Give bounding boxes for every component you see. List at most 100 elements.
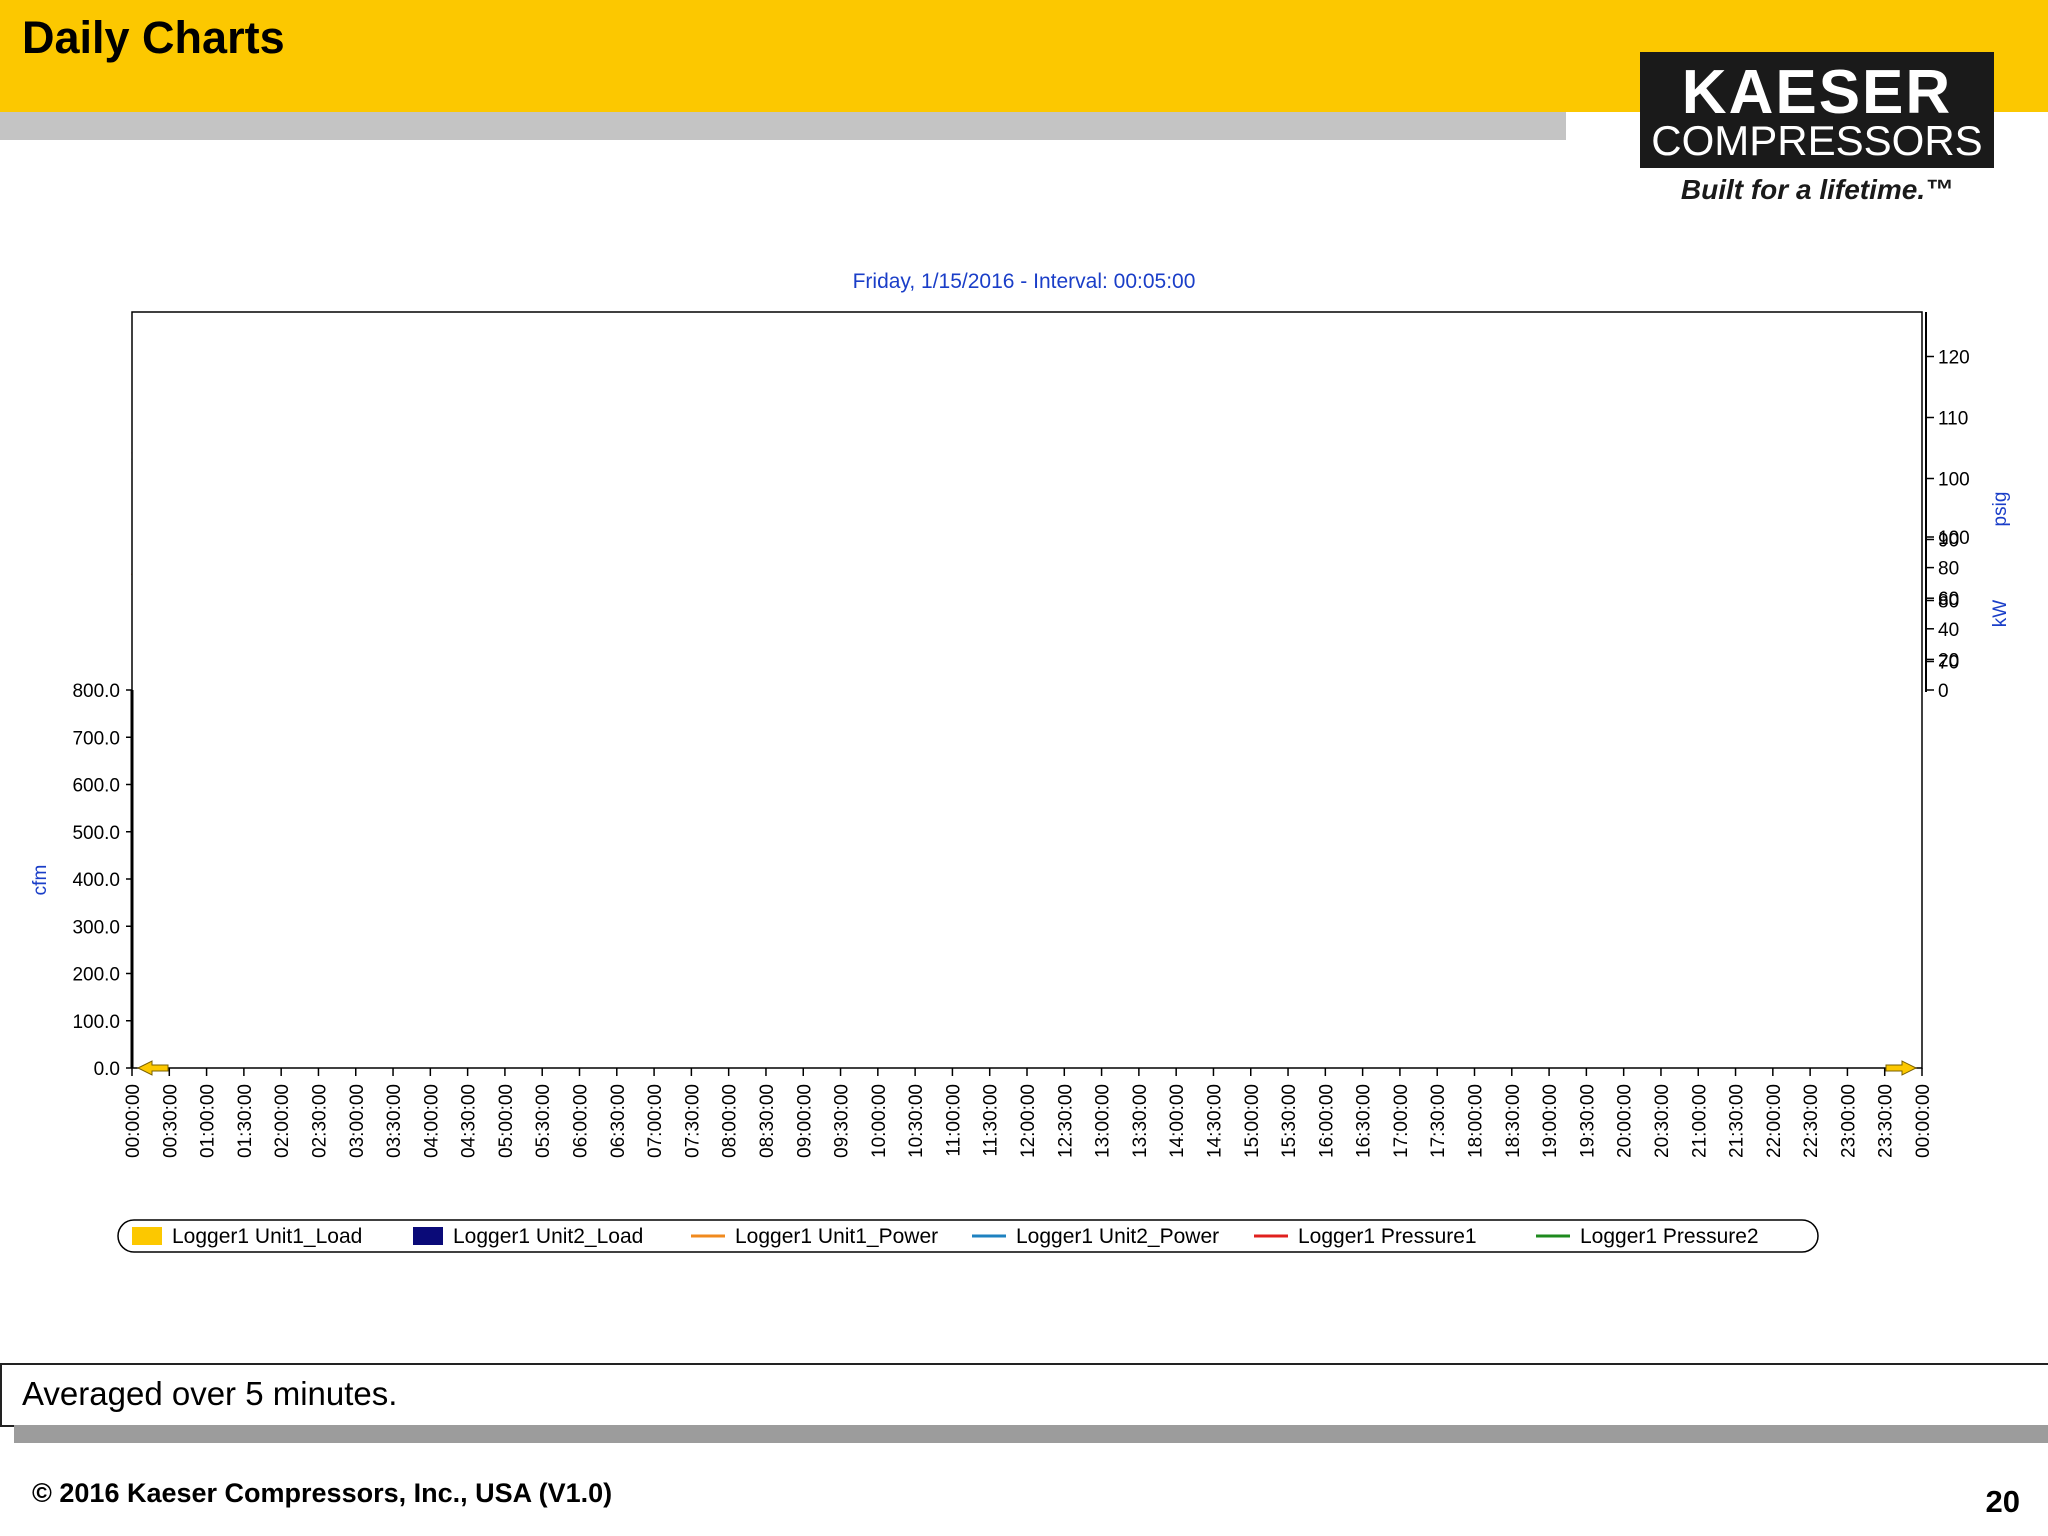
x-tick-label: 05:00:00	[496, 1084, 517, 1158]
x-tick-label: 23:00:00	[1838, 1084, 1859, 1158]
y-tick-label-right: 110	[1938, 409, 1968, 430]
x-tick-label: 04:30:00	[459, 1084, 480, 1158]
x-tick-label: 07:30:00	[682, 1084, 703, 1158]
x-tick-label: 03:30:00	[384, 1084, 405, 1158]
chart-legend: Logger1 Unit1_Load Logger1 Unit2_Load Logg…	[117, 1219, 1819, 1253]
x-tick-label: 12:30:00	[1055, 1084, 1076, 1158]
x-tick-label: 09:30:00	[832, 1084, 853, 1158]
x-tick-label: 14:00:00	[1167, 1084, 1188, 1158]
y-tick-label-right: 60	[1938, 589, 1959, 610]
y-tick-label-right: 80	[1938, 559, 1959, 580]
y-tick-label-right: 90	[1938, 531, 1959, 552]
x-tick-label: 03:00:00	[347, 1084, 368, 1158]
y-tick-label-left: 200.0	[72, 965, 120, 986]
x-tick-label: 04:00:00	[421, 1084, 442, 1158]
header-shadow	[0, 112, 1566, 140]
x-tick-label: 00:00:00	[1913, 1084, 1934, 1158]
scroll-left-arrow	[136, 1060, 169, 1076]
x-tick-label: 22:30:00	[1801, 1084, 1822, 1158]
x-tick-label: 01:00:00	[198, 1084, 219, 1158]
legend-label-logger1-pressure2: Logger1 Pressure2	[1580, 1225, 1759, 1248]
x-tick-label: 17:30:00	[1428, 1084, 1449, 1158]
logo-wordmark: KAESER	[1681, 58, 1953, 127]
x-tick-label: 07:00:00	[645, 1084, 666, 1158]
y-tick-label-left: 100.0	[72, 1012, 120, 1033]
footer-copyright: © 2016 Kaeser Compressors, Inc., USA (V1…	[32, 1478, 613, 1508]
kaeser-logo: KAESER COMPRESSORS	[1640, 52, 1994, 168]
x-tick-label: 00:00:00	[123, 1084, 144, 1158]
y-tick-label-right: 80	[1938, 592, 1959, 613]
x-tick-label: 15:00:00	[1242, 1084, 1263, 1158]
y-tick-label-right: 20	[1938, 650, 1959, 671]
x-tick-label: 02:30:00	[309, 1084, 330, 1158]
page-number: 20	[1985, 1484, 2020, 1519]
x-tick-label: 20:30:00	[1652, 1084, 1673, 1158]
x-tick-label: 18:30:00	[1503, 1084, 1524, 1158]
chart-svg: Friday, 1/15/2016 - Interval: 00:05:00 0…	[30, 270, 2011, 1253]
y-tick-label-right: 100	[1938, 528, 1970, 549]
x-tick-label: 18:00:00	[1466, 1084, 1487, 1158]
legend-label-logger1-unit1-load: Logger1 Unit1_Load	[172, 1225, 362, 1248]
y-axis-label-kw: kW	[1990, 600, 2011, 628]
note-shadow	[14, 1425, 2048, 1443]
x-tick-label: 22:00:00	[1764, 1084, 1785, 1158]
y-tick-label-left: 0.0	[94, 1059, 120, 1080]
chart-title: Friday, 1/15/2016 - Interval: 00:05:00	[853, 270, 1196, 293]
x-tick-label: 02:00:00	[272, 1084, 293, 1158]
legend-swatch-logger1-unit2-load	[413, 1227, 443, 1245]
x-tick-label: 13:00:00	[1093, 1084, 1114, 1158]
y-tick-label-left: 600.0	[72, 776, 120, 797]
x-tick-label: 17:00:00	[1391, 1084, 1412, 1158]
x-tick-label: 09:00:00	[794, 1084, 815, 1158]
y-tick-label-right: 0	[1938, 681, 1949, 702]
y-tick-label-right: 40	[1938, 620, 1959, 641]
x-tick-label: 00:30:00	[160, 1084, 181, 1158]
legend-label-logger1-unit2-power: Logger1 Unit2_Power	[1016, 1225, 1219, 1248]
daily-chart: Friday, 1/15/2016 - Interval: 00:05:00 0…	[0, 250, 2048, 1260]
y-tick-label-left: 500.0	[72, 823, 120, 844]
y-tick-label-right: 70	[1938, 653, 1959, 674]
x-tick-label: 10:00:00	[869, 1084, 890, 1158]
note-text: Averaged over 5 minutes.	[22, 1375, 398, 1412]
plot-frame	[131, 311, 1923, 1069]
x-tick-label: 01:30:00	[235, 1084, 256, 1158]
x-tick-label: 21:00:00	[1689, 1084, 1710, 1158]
chart-axes: 0.0 100.0 200.0 300.0 400.0 500.0 600.0 700.0 80…	[30, 311, 2011, 1158]
x-tick-label: 16:30:00	[1354, 1084, 1375, 1158]
legend-box	[117, 1219, 1819, 1253]
y-tick-label-left: 800.0	[72, 681, 120, 702]
x-tick-label: 21:30:00	[1727, 1084, 1748, 1158]
logo-tagline: Built for a lifetime.™	[1680, 174, 1954, 205]
page-title: Daily Charts	[22, 12, 285, 63]
x-tick-label: 06:30:00	[608, 1084, 629, 1158]
x-tick-label: 05:30:00	[533, 1084, 554, 1158]
legend-label-logger1-pressure1: Logger1 Pressure1	[1298, 1225, 1477, 1248]
x-tick-label: 16:00:00	[1316, 1084, 1337, 1158]
y-tick-label-left: 300.0	[72, 917, 120, 938]
legend-swatch-logger1-unit1-load	[132, 1227, 162, 1245]
x-tick-label: 08:00:00	[720, 1084, 741, 1158]
x-tick-label: 13:30:00	[1130, 1084, 1151, 1158]
x-tick-label: 08:30:00	[757, 1084, 778, 1158]
y-tick-label-right: 100	[1938, 470, 1970, 491]
x-tick-label: 19:30:00	[1577, 1084, 1598, 1158]
y-tick-label-right: 120	[1938, 348, 1970, 369]
y-axis-label-cfm: cfm	[30, 865, 51, 896]
logo-subtitle: COMPRESSORS	[1651, 117, 1983, 164]
note-box: Averaged over 5 minutes.	[0, 1363, 2048, 1427]
y-axis-label-psig: psig	[1990, 492, 2011, 527]
x-tick-label: 11:30:00	[981, 1084, 1002, 1157]
x-tick-label: 14:30:00	[1204, 1084, 1225, 1158]
x-tick-label: 12:00:00	[1018, 1084, 1039, 1158]
x-tick-label: 23:30:00	[1876, 1084, 1897, 1158]
x-tick-label: 19:00:00	[1540, 1084, 1561, 1158]
legend-label-logger1-unit2-load: Logger1 Unit2_Load	[453, 1225, 643, 1248]
x-tick-label: 20:00:00	[1615, 1084, 1636, 1158]
x-tick-label: 10:30:00	[906, 1084, 927, 1158]
x-tick-label: 11:00:00	[943, 1084, 964, 1157]
x-tick-label: 06:00:00	[571, 1084, 592, 1158]
y-tick-label-left: 400.0	[72, 870, 120, 891]
x-tick-label: 15:30:00	[1279, 1084, 1300, 1158]
scroll-right-arrow	[1885, 1060, 1918, 1076]
y-tick-label-left: 700.0	[72, 728, 120, 749]
